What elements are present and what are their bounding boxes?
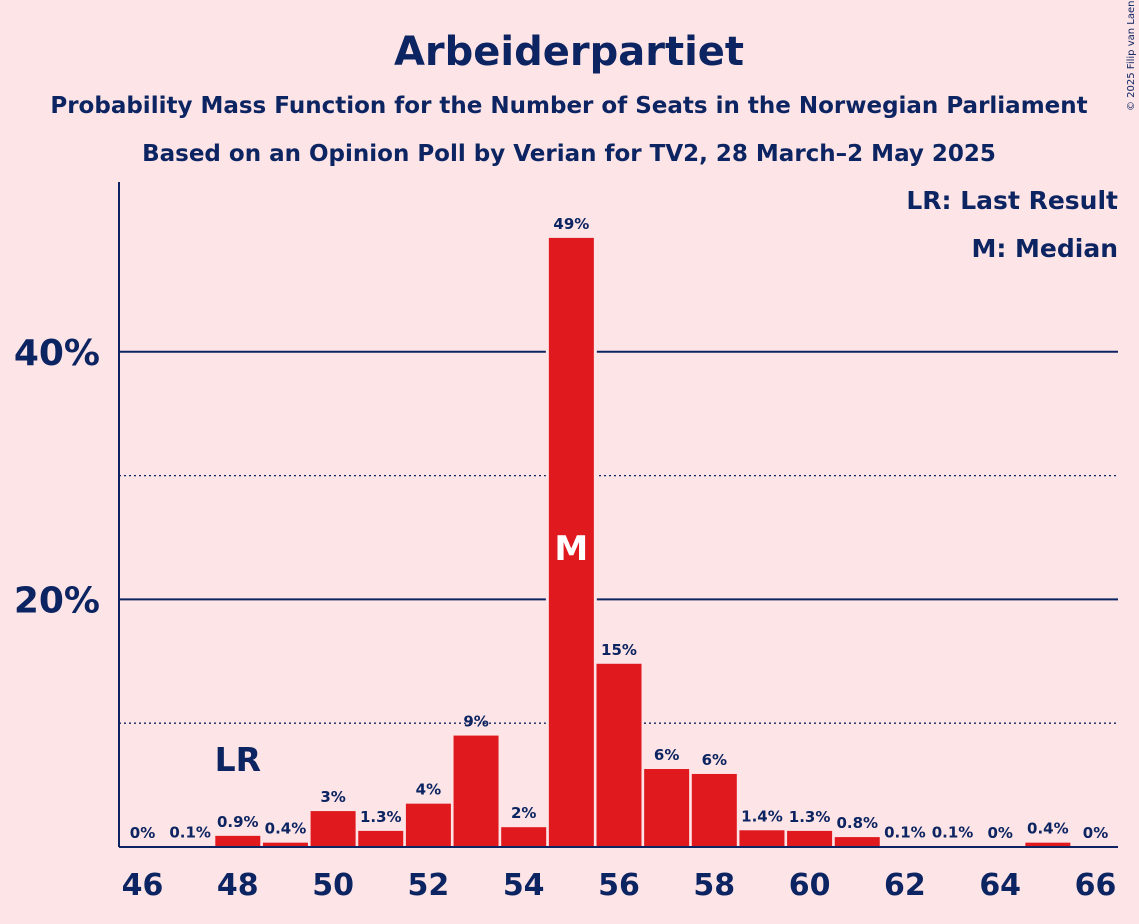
data-label-61: 0.8% <box>836 814 878 832</box>
x-tick-label: 58 <box>693 868 735 903</box>
chart-subtitle-2: Based on an Opinion Poll by Verian for T… <box>142 141 996 167</box>
data-label-50: 3% <box>320 788 345 806</box>
median-marker: M <box>554 529 588 569</box>
data-label-53: 9% <box>463 713 488 731</box>
data-label-57: 6% <box>654 746 679 764</box>
bar-50 <box>310 811 356 847</box>
bar-48 <box>215 835 261 847</box>
data-label-64: 0% <box>987 824 1012 842</box>
chart-title: Arbeiderpartiet <box>394 29 744 75</box>
bars <box>167 237 1071 848</box>
data-label-52: 4% <box>416 781 441 799</box>
bar-65 <box>1025 842 1071 847</box>
data-label-62: 0.1% <box>884 823 926 841</box>
data-label-46: 0% <box>130 824 155 842</box>
axes: 20% 40% 46 48 50 52 54 56 58 60 62 64 66 <box>14 182 1118 903</box>
chart-subtitle-1: Probability Mass Function for the Number… <box>50 93 1087 119</box>
data-label-51: 1.3% <box>360 808 402 826</box>
y-tick-label: 40% <box>14 333 100 374</box>
last-result-marker: LR <box>215 740 261 779</box>
bar-52 <box>405 803 451 847</box>
data-label-59: 1.4% <box>741 807 783 825</box>
data-label-66: 0% <box>1083 824 1108 842</box>
x-tick-label: 52 <box>408 868 450 903</box>
data-label-63: 0.1% <box>932 823 974 841</box>
x-tick-label: 48 <box>217 868 259 903</box>
bar-55 <box>548 237 594 848</box>
data-label-60: 1.3% <box>789 808 831 826</box>
bar-51 <box>358 830 404 847</box>
legend-median: M: Median <box>971 234 1118 263</box>
bar-57 <box>644 769 690 847</box>
data-label-54: 2% <box>511 804 536 822</box>
x-tick-label: 66 <box>1075 868 1117 903</box>
bar-59 <box>739 830 785 847</box>
bar-60 <box>787 830 833 847</box>
x-tick-label: 62 <box>884 868 926 903</box>
y-tick-label: 20% <box>14 580 100 621</box>
bar-56 <box>596 663 642 847</box>
x-tick-label: 56 <box>598 868 640 903</box>
data-labels: 0% 0.1% 0.9% 0.4% 3% 1.3% 4% 9% 2% 49% 15% 6% 6% 1.4%… <box>130 215 1108 842</box>
legend-last-result: LR: Last Result <box>906 186 1118 215</box>
data-label-48: 0.9% <box>217 813 259 831</box>
data-label-55: 49% <box>553 215 589 233</box>
x-tick-label: 50 <box>312 868 354 903</box>
data-label-65: 0.4% <box>1027 820 1069 838</box>
x-tick-label: 54 <box>503 868 545 903</box>
bar-54 <box>501 827 547 847</box>
data-label-56: 15% <box>601 641 637 659</box>
copyright-note: © 2025 Filip van Laenen <box>1126 0 1137 111</box>
bar-58 <box>691 773 737 847</box>
bar-49 <box>262 842 308 847</box>
x-tick-label: 46 <box>122 868 164 903</box>
data-label-47: 0.1% <box>169 823 211 841</box>
data-label-58: 6% <box>702 751 727 769</box>
bar-53 <box>453 735 499 847</box>
x-tick-label: 60 <box>789 868 831 903</box>
data-label-49: 0.4% <box>265 820 307 838</box>
bar-61 <box>834 837 880 847</box>
x-tick-label: 64 <box>979 868 1021 903</box>
